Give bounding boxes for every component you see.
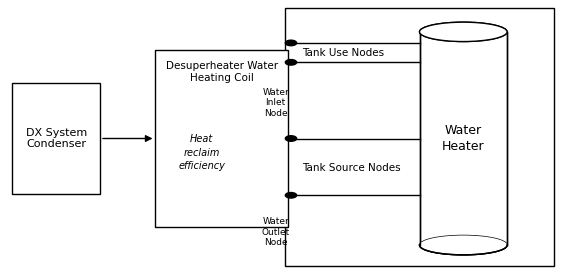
Text: Desuperheater Water
Heating Coil: Desuperheater Water Heating Coil [166,61,278,83]
Text: Tank Use Nodes: Tank Use Nodes [302,48,384,58]
Bar [12,83,100,194]
Ellipse shape [419,235,507,255]
Circle shape [285,193,297,198]
Ellipse shape [419,22,507,42]
Bar [419,32,507,245]
Circle shape [285,60,297,65]
Circle shape [285,136,297,141]
Text: DX System
Condenser: DX System Condenser [25,128,87,149]
Ellipse shape [419,235,507,255]
Text: Water
Outlet
Node: Water Outlet Node [262,217,290,247]
Text: Heat
reclaim
efficiency: Heat reclaim efficiency [179,134,225,171]
Text: Water
Heater: Water Heater [442,124,485,153]
Bar [285,8,554,266]
Ellipse shape [419,22,507,42]
Bar [155,50,288,227]
Text: Tank Source Nodes: Tank Source Nodes [302,163,401,173]
Text: Water
Inlet
Node: Water Inlet Node [262,88,289,118]
Circle shape [285,40,297,46]
